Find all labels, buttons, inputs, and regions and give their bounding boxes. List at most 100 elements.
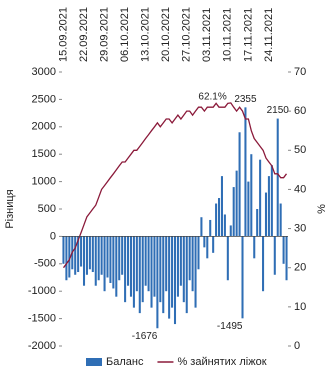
bar [162, 236, 165, 314]
bar [270, 165, 273, 237]
bar [229, 225, 232, 237]
bar-value-label: 2150 [267, 105, 290, 116]
bar [259, 159, 262, 237]
bar [241, 236, 244, 319]
x-tick-label: 24.11.2021 [263, 8, 275, 62]
y2-tick-label: 70 [294, 66, 306, 78]
bar [91, 236, 94, 273]
bar [150, 236, 153, 308]
bar [153, 236, 156, 297]
bar [171, 236, 174, 308]
bar [209, 219, 212, 237]
bar [185, 236, 188, 314]
bar [273, 236, 276, 275]
bar [179, 236, 182, 286]
y-tick-label: 1500 [32, 148, 56, 160]
line-value-label: 62.1% [198, 92, 226, 103]
bar-value-label: -1676 [132, 331, 158, 342]
bar [276, 118, 279, 237]
bar [173, 236, 177, 325]
y2-tick-label: 60 [294, 105, 306, 117]
y2-tick-label: 50 [294, 144, 306, 156]
bar [144, 236, 147, 286]
bar [262, 236, 265, 292]
bar [80, 236, 83, 267]
bar [182, 236, 185, 303]
y-tick-label: -1000 [28, 285, 56, 297]
bar [121, 236, 124, 275]
x-tick-label: 27.10.2021 [181, 7, 193, 62]
y-tick-label: -2000 [28, 340, 56, 352]
bar [65, 236, 68, 281]
bar [220, 176, 223, 237]
bar [232, 187, 235, 237]
bar [168, 236, 171, 319]
y-tick-label: 2000 [32, 121, 56, 133]
y2-axis-label: % [316, 204, 328, 214]
x-tick-label: 17.11.2021 [242, 8, 254, 62]
bar [68, 236, 71, 278]
y-tick-label: 1000 [32, 176, 56, 188]
bar-value-label: 2355 [234, 94, 257, 105]
bar [77, 236, 80, 273]
legend-swatch [86, 358, 102, 366]
bar [282, 236, 285, 264]
bar [106, 236, 109, 278]
bar [109, 236, 112, 283]
y-tick-label: 3000 [32, 66, 56, 78]
bar [124, 236, 127, 303]
y-tick-label: 500 [38, 203, 56, 215]
bar [285, 236, 288, 281]
bar [85, 236, 88, 275]
bar-value-label: -1495 [217, 321, 243, 332]
bar [203, 236, 206, 248]
bar [200, 217, 203, 237]
bar [100, 236, 103, 275]
bar [147, 236, 150, 292]
bar [256, 209, 259, 237]
bar [127, 236, 130, 286]
y2-tick-label: 10 [294, 301, 306, 313]
bar [194, 236, 197, 308]
legend-label: % зайнятих ліжок [177, 356, 266, 368]
bar [156, 236, 159, 329]
bar [176, 236, 179, 297]
line [62, 102, 288, 269]
y2-tick-label: 40 [294, 183, 306, 195]
y2-tick-label: 0 [294, 340, 300, 352]
x-tick-label: 06.10.2021 [119, 7, 131, 62]
bar [129, 236, 133, 297]
bar [74, 236, 77, 275]
y-tick-label: -500 [34, 258, 56, 270]
bar [226, 236, 229, 281]
bar [247, 181, 250, 237]
bar [253, 236, 256, 259]
bar [223, 214, 226, 237]
bar [159, 236, 162, 303]
bar [118, 236, 121, 281]
bar [112, 236, 115, 289]
bar [215, 203, 218, 237]
y-tick-label: -1500 [28, 313, 56, 325]
bar [217, 198, 221, 237]
bar [135, 236, 138, 292]
legend-label: Баланс [106, 356, 144, 368]
x-tick-label: 13.10.2021 [140, 7, 152, 62]
x-tick-label: 15.09.2021 [57, 7, 69, 62]
y-axis-label: Різниця [4, 189, 16, 228]
bar [138, 236, 141, 314]
bar [244, 107, 247, 237]
bar [212, 236, 215, 253]
x-tick-label: 29.09.2021 [98, 7, 110, 62]
bar [264, 192, 268, 237]
bar [88, 236, 91, 270]
bar [197, 236, 200, 270]
bar [97, 236, 100, 281]
x-tick-label: 03.11.2021 [201, 8, 213, 62]
bar [250, 154, 253, 237]
bar [82, 236, 86, 286]
y-tick-label: 0 [50, 230, 56, 242]
bar [267, 176, 270, 237]
bar [141, 236, 144, 303]
